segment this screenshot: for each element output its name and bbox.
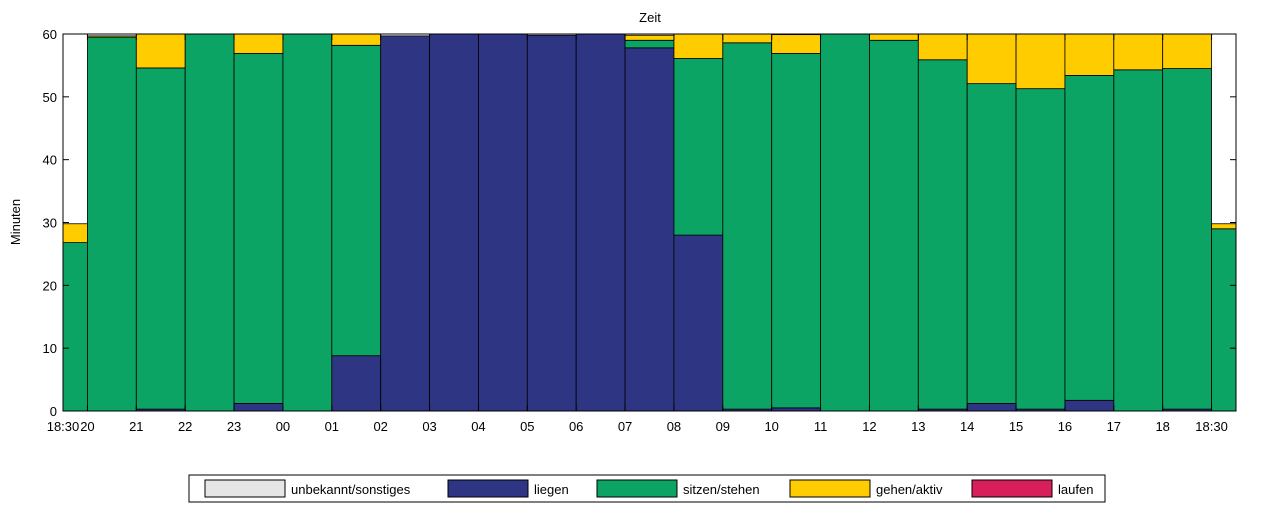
bar-segment-liegen-4 (233, 403, 284, 412)
bar-segment-sitzen-stehen-1 (87, 36, 137, 412)
bar-segment-gehen-aktiv-20 (1015, 33, 1066, 90)
x-tick-label-19: 14 (960, 419, 974, 434)
bar-segment-sitzen-stehen-21 (1064, 75, 1115, 401)
bars-group (62, 33, 1237, 412)
y-ticks-group: 0 10 20 30 40 50 60 (43, 27, 1236, 419)
y-tick-label-60: 60 (43, 27, 57, 42)
bar-segment-liegen-13 (673, 234, 724, 412)
x-tick-label-4: 23 (227, 419, 241, 434)
bar-segment-liegen-10 (526, 34, 577, 412)
x-tick-label-24: 18:30 (1195, 419, 1228, 434)
bar-segment-gehen-aktiv-22 (1113, 33, 1164, 71)
x-tick-label-21: 16 (1058, 419, 1072, 434)
bar-segment-sitzen-stehen-6 (331, 44, 382, 357)
legend-label-2: sitzen/stehen (683, 482, 760, 497)
legend-swatch-2 (596, 479, 678, 498)
y-tick-label-20: 20 (43, 278, 57, 293)
legend-label-0: unbekannt/sonstiges (291, 482, 411, 497)
bar-segment-gehen-aktiv-18 (917, 33, 968, 61)
x-tick-label-23: 18 (1155, 419, 1169, 434)
x-tick-label-5: 00 (276, 419, 290, 434)
x-tick-label-10: 05 (520, 419, 534, 434)
legend-swatch-0 (204, 479, 286, 498)
x-tick-label-9: 04 (471, 419, 485, 434)
x-tick-label-3: 22 (178, 419, 192, 434)
y-axis-label: Minuten (8, 199, 23, 245)
x-tick-label-12: 07 (618, 419, 632, 434)
bar-segment-gehen-aktiv-6 (331, 33, 382, 46)
bar-segment-gehen-aktiv-13 (673, 33, 724, 59)
bar-segment-sitzen-stehen-3 (184, 33, 235, 412)
bar-segment-sitzen-stehen-18 (917, 59, 968, 410)
bar-segment-gehen-aktiv-23 (1162, 33, 1212, 69)
bar-segment-gehen-aktiv-2 (135, 33, 186, 69)
legend: unbekannt/sonstiges liegen sitzen/stehen ge… (188, 474, 1106, 503)
y-tick-label-10: 10 (43, 341, 57, 356)
bar-segment-gehen-aktiv-17 (869, 33, 919, 41)
bar-segment-sitzen-stehen-14 (722, 42, 773, 410)
chart-title: Zeit (639, 10, 661, 25)
bar-segment-sitzen-stehen-23 (1162, 68, 1212, 410)
bar-segment-sitzen-stehen-20 (1015, 88, 1066, 410)
bar-segment-liegen-11 (575, 33, 626, 412)
bar-segment-sitzen-stehen-0 (62, 242, 88, 412)
x-tick-label-2: 21 (129, 419, 143, 434)
x-tick-label-7: 02 (373, 419, 387, 434)
bar-segment-sitzen-stehen-13 (673, 58, 724, 236)
x-tick-label-11: 06 (569, 419, 583, 434)
x-tick-label-14: 09 (716, 419, 730, 434)
bar-segment-gehen-aktiv-24 (1211, 223, 1237, 230)
x-tick-label-15: 10 (764, 419, 778, 434)
bar-segment-gehen-aktiv-0 (62, 223, 88, 244)
y-tick-label-30: 30 (43, 216, 57, 231)
y-tick-label-40: 40 (43, 153, 57, 168)
bar-segment-gehen-aktiv-19 (966, 33, 1017, 85)
bar-segment-gehen-aktiv-15 (771, 34, 821, 54)
bar-segment-liegen-7 (380, 35, 430, 412)
bar-segment-gehen-aktiv-12 (624, 34, 675, 41)
x-tick-label-20: 15 (1009, 419, 1023, 434)
bar-segment-sitzen-stehen-5 (282, 33, 333, 412)
legend-label-4: laufen (1058, 482, 1093, 497)
bar-segment-liegen-6 (331, 355, 382, 412)
x-tick-label-16: 11 (814, 419, 828, 434)
x-ticks-group: 18:30 20 21 22 23 00 01 02 03 04 05 06 07 08 09 10 11 12 1… (47, 34, 1228, 434)
bar-segment-sitzen-stehen-12 (624, 39, 675, 49)
bar-segment-sitzen-stehen-16 (820, 33, 870, 412)
bar-segment-liegen-21 (1064, 399, 1115, 412)
bar-segment-sitzen-stehen-22 (1113, 69, 1164, 412)
bar-segment-gehen-aktiv-1 (87, 35, 137, 38)
x-tick-label-13: 08 (667, 419, 681, 434)
bar-segment-liegen-19 (966, 403, 1017, 412)
x-tick-label-0: 18:30 (47, 419, 80, 434)
bar-segment-sitzen-stehen-17 (869, 39, 919, 412)
bar-segment-gehen-aktiv-4 (233, 33, 284, 54)
legend-swatch-4 (971, 479, 1053, 498)
plot-frame (62, 33, 1237, 412)
x-tick-label-8: 03 (422, 419, 436, 434)
x-tick-label-22: 17 (1107, 419, 1121, 434)
bar-segment-sitzen-stehen-24 (1211, 228, 1237, 412)
legend-label-3: gehen/aktiv (876, 482, 943, 497)
y-tick-label-0: 0 (50, 404, 57, 419)
bar-segment-gehen-aktiv-21 (1064, 33, 1115, 76)
bar-segment-sitzen-stehen-2 (135, 67, 186, 410)
bar-segment-liegen-8 (429, 33, 479, 412)
bar-segment-liegen-12 (624, 47, 675, 412)
x-tick-label-6: 01 (325, 419, 339, 434)
bar-segment-sitzen-stehen-4 (233, 53, 284, 404)
x-tick-label-18: 13 (911, 419, 925, 434)
x-tick-label-1: 20 (80, 419, 94, 434)
bar-segment-sitzen-stehen-19 (966, 83, 1017, 404)
y-tick-label-50: 50 (43, 90, 57, 105)
bar-segment-gehen-aktiv-14 (722, 33, 773, 44)
bar-segment-liegen-9 (478, 33, 528, 412)
legend-label-1: liegen (534, 482, 569, 497)
legend-swatch-1 (447, 479, 529, 498)
x-tick-label-17: 12 (862, 419, 876, 434)
legend-swatch-3 (789, 479, 871, 498)
bar-segment-sitzen-stehen-15 (771, 53, 821, 409)
